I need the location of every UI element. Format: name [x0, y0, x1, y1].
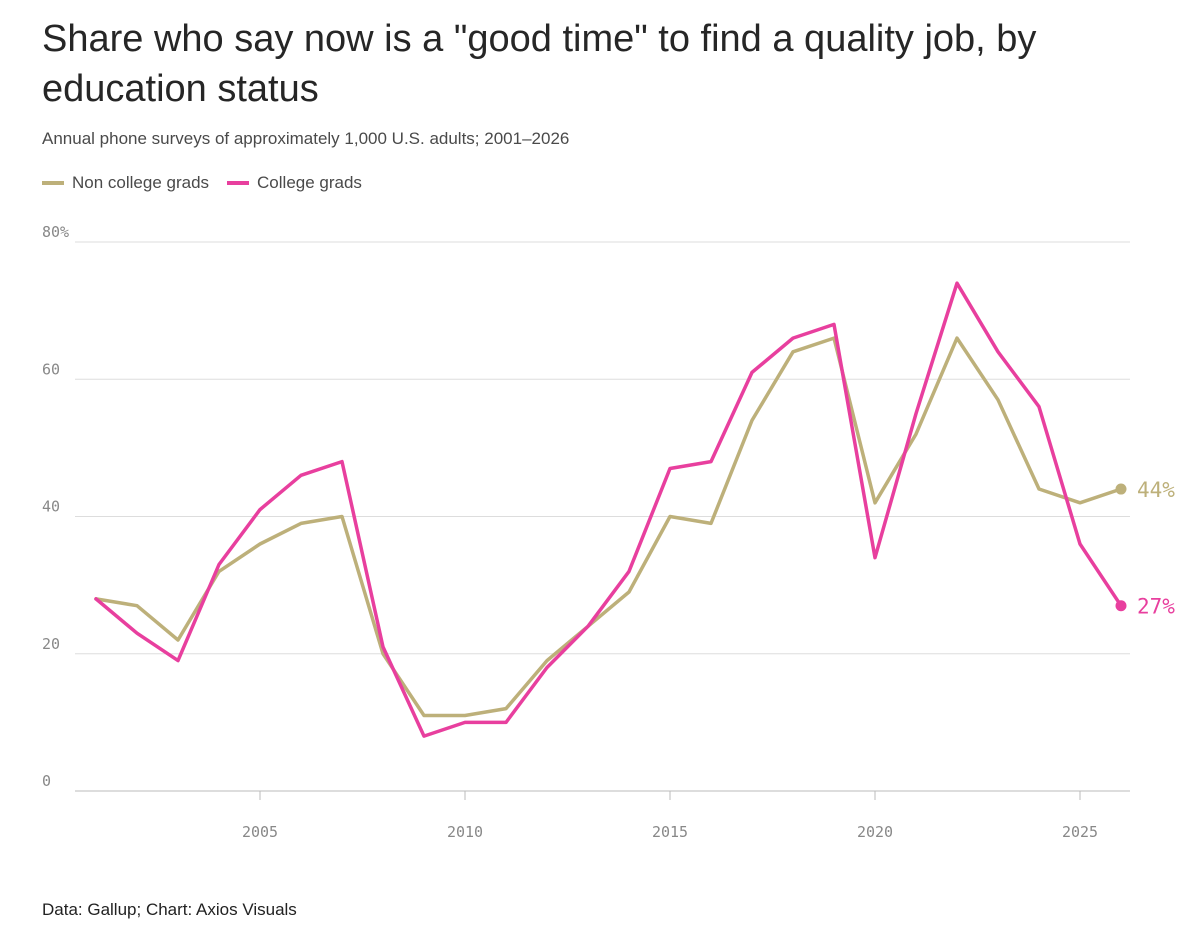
legend-swatch-college — [227, 181, 250, 185]
chart-title: Share who say now is a "good time" to fi… — [42, 18, 1037, 110]
y-tick-label-20: 20 — [42, 635, 60, 653]
y-tick-label-80: 80% — [42, 223, 69, 241]
end-label-college: 27% — [1137, 595, 1175, 619]
legend: Non college grads College grads — [42, 173, 362, 193]
x-tick-label-2025: 2025 — [1062, 823, 1098, 841]
end-point-non-college — [1115, 483, 1127, 495]
legend-label-non-college: Non college grads — [72, 173, 210, 192]
end-point-college — [1115, 600, 1127, 612]
legend-swatch-non-college — [42, 181, 64, 185]
chart-subtitle: Annual phone surveys of approximately 1,… — [42, 129, 570, 148]
y-tick-label-60: 60 — [42, 360, 60, 378]
end-label-non-college: 44% — [1137, 478, 1175, 502]
source-note: Data: Gallup; Chart: Axios Visuals — [42, 900, 297, 919]
legend-label-college: College grads — [257, 173, 362, 192]
x-tick-label-2010: 2010 — [447, 823, 483, 841]
x-tick-label-2005: 2005 — [242, 823, 278, 841]
legend-item-college: College grads — [227, 173, 362, 193]
x-tick-label-2020: 2020 — [857, 823, 893, 841]
y-tick-label-40: 40 — [42, 498, 60, 516]
legend-item-non-college: Non college grads — [42, 173, 209, 193]
series-line-college — [94, 281, 1123, 738]
y-tick-label-0: 0 — [42, 772, 51, 790]
x-tick-label-2015: 2015 — [652, 823, 688, 841]
series-line-non-college — [94, 336, 1123, 718]
